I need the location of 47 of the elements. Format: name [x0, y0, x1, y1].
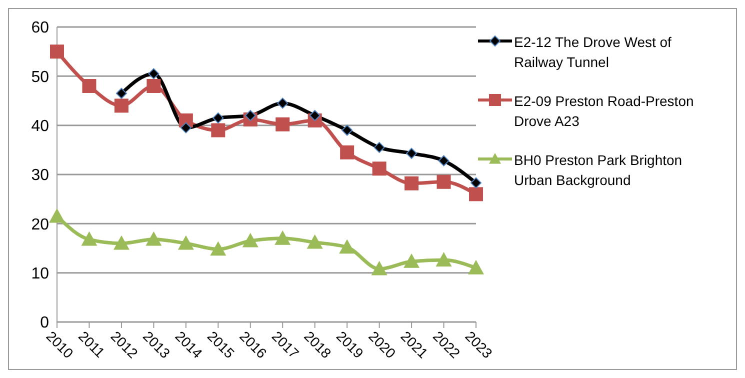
y-tick-label: 20	[31, 216, 50, 234]
legend-label: E2-09 Preston Road-Preston Drove A23	[514, 92, 695, 131]
point	[277, 98, 288, 109]
point	[116, 88, 127, 99]
y-tick-label: 40	[31, 118, 50, 136]
point	[404, 254, 420, 268]
point	[372, 162, 386, 176]
point	[309, 110, 320, 121]
point	[49, 208, 65, 223]
point	[50, 44, 64, 59]
y-tick-label: 30	[31, 167, 50, 184]
point	[470, 177, 482, 188]
point	[113, 235, 130, 250]
point	[339, 239, 356, 254]
point	[468, 260, 484, 274]
point	[212, 112, 224, 124]
legend-label: BH0 Preston Park Brighton Urban Background	[514, 151, 684, 190]
point	[242, 232, 258, 248]
point	[371, 260, 388, 276]
point	[148, 68, 160, 80]
point	[274, 230, 291, 245]
point	[342, 124, 353, 136]
point	[146, 79, 161, 93]
y-tick-label: 50	[31, 68, 50, 86]
point	[306, 234, 323, 249]
point	[438, 155, 450, 166]
point	[81, 231, 98, 246]
point	[374, 142, 385, 153]
point	[210, 241, 226, 256]
point	[469, 187, 483, 202]
point	[114, 98, 128, 113]
y-tick-label: 10	[31, 266, 50, 283]
point	[340, 145, 354, 160]
point	[436, 174, 451, 189]
legend-label: E2-12 The Drove West of Railway Tunnel	[514, 33, 672, 72]
point	[276, 117, 290, 132]
point	[406, 148, 418, 159]
point	[436, 252, 452, 266]
point	[244, 110, 256, 121]
point	[178, 235, 194, 250]
point	[211, 123, 226, 138]
point	[146, 231, 162, 246]
point	[404, 176, 419, 190]
y-tick-label: 0	[40, 314, 50, 332]
point	[180, 122, 192, 134]
point	[82, 79, 96, 93]
y-tick-label: 60	[31, 20, 50, 37]
